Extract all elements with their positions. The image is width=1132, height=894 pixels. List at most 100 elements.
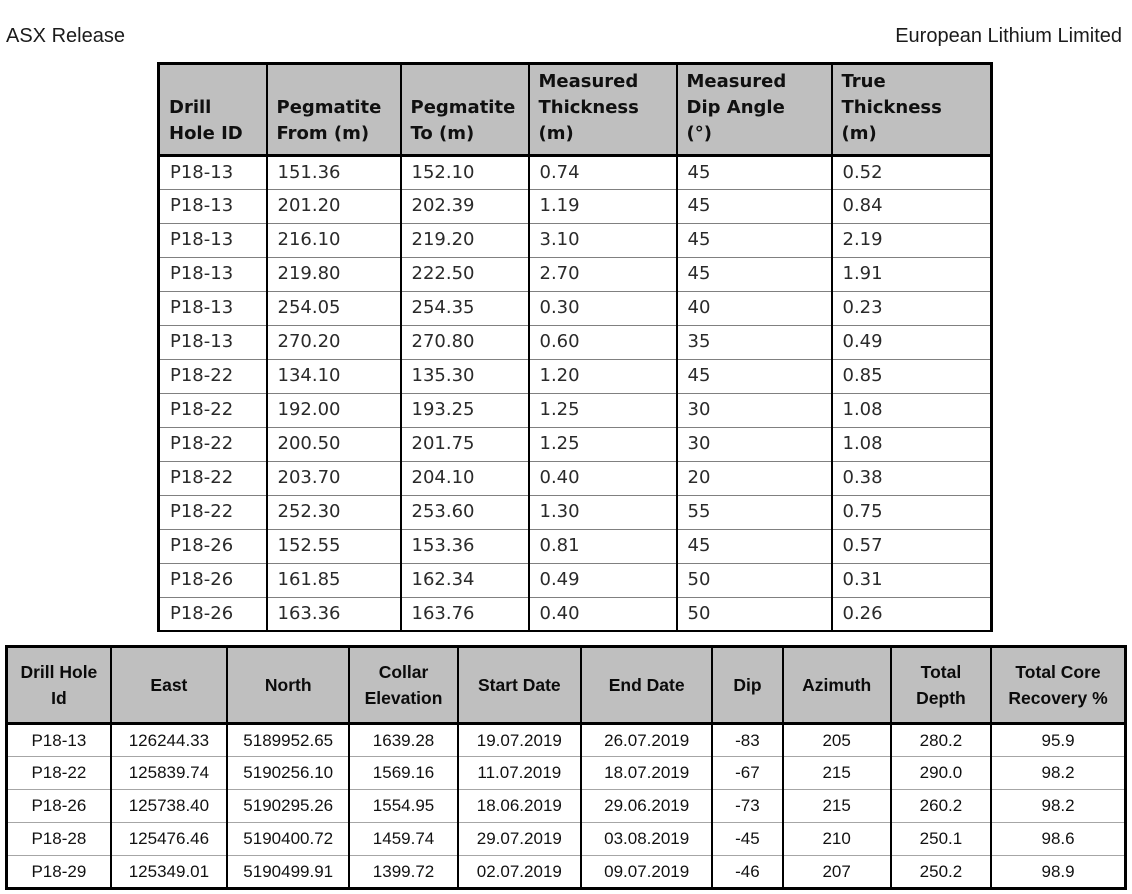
table-cell: P18-13 xyxy=(157,155,268,190)
table-row: P18-13 201.20 202.39 1.19 45 0.84 xyxy=(157,189,993,224)
table-cell: 201.75 xyxy=(399,427,530,462)
table-cell: 290.0 xyxy=(889,756,993,790)
table-cell: 0.23 xyxy=(830,291,993,326)
table-cell: 254.35 xyxy=(399,291,530,326)
table-cell: P18-22 xyxy=(157,461,268,496)
header-row: Drill Hole ID Pegmatite From (m) Pegmatite… xyxy=(157,63,993,158)
table-cell: 152.55 xyxy=(265,529,402,564)
table-cell: 09.07.2019 xyxy=(579,855,714,889)
table-cell: 250.1 xyxy=(889,822,993,856)
table-row: P18-22 252.30 253.60 1.30 55 0.75 xyxy=(157,495,993,530)
table-cell: 2.19 xyxy=(830,223,993,258)
table-row: P18-26 152.55 153.36 0.81 45 0.57 xyxy=(157,529,993,564)
table-cell: P18-29 xyxy=(5,855,112,889)
table-row: P18-28 125476.46 5190400.72 1459.74 29.07.20… xyxy=(5,822,1127,856)
table-cell: 5189952.65 xyxy=(226,723,351,757)
column-header: Drill Hole Id xyxy=(5,646,112,725)
table-cell: -45 xyxy=(711,822,784,856)
table-cell: P18-26 xyxy=(157,597,268,632)
table-cell: 125476.46 xyxy=(109,822,229,856)
table-cell: 5190295.26 xyxy=(226,789,351,823)
header-row: Drill Hole Id East North Collar Elevation St… xyxy=(5,646,1127,725)
table-cell: 1.25 xyxy=(527,427,678,462)
table-cell: 0.49 xyxy=(527,563,678,598)
table-cell: P18-26 xyxy=(5,789,112,823)
table-cell: P18-13 xyxy=(157,325,268,360)
column-header: Measured Dip Angle (°) xyxy=(675,63,833,158)
table-cell: 134.10 xyxy=(265,359,402,394)
table-cell: 0.52 xyxy=(830,155,993,190)
column-header: Start Date xyxy=(456,646,582,725)
table-cell: 270.20 xyxy=(265,325,402,360)
table-cell: 162.34 xyxy=(399,563,530,598)
table-row: P18-13 254.05 254.35 0.30 40 0.23 xyxy=(157,291,993,326)
table-cell: 0.57 xyxy=(830,529,993,564)
column-header: Azimuth xyxy=(781,646,892,725)
table-cell: 253.60 xyxy=(399,495,530,530)
pegmatite-intercepts-table: Drill Hole ID Pegmatite From (m) Pegmatite… xyxy=(157,62,993,632)
table-cell: 0.38 xyxy=(830,461,993,496)
table-cell: 0.84 xyxy=(830,189,993,224)
table-row: P18-22 192.00 193.25 1.25 30 1.08 xyxy=(157,393,993,428)
table-cell: 252.30 xyxy=(265,495,402,530)
table-cell: 0.26 xyxy=(830,597,993,632)
table-cell: P18-13 xyxy=(157,291,268,326)
column-header: Collar Elevation xyxy=(348,646,459,725)
table-cell: 1.91 xyxy=(830,257,993,292)
table-cell: 45 xyxy=(675,529,833,564)
table-row: P18-26 161.85 162.34 0.49 50 0.31 xyxy=(157,563,993,598)
table-cell: -83 xyxy=(711,723,784,757)
company-name-label: European Lithium Limited xyxy=(895,25,1122,47)
table-cell: 95.9 xyxy=(990,723,1127,757)
table-cell: 125349.01 xyxy=(109,855,229,889)
table-cell: 215 xyxy=(781,789,892,823)
table-cell: 45 xyxy=(675,257,833,292)
table-cell: 161.85 xyxy=(265,563,402,598)
table-cell: 98.2 xyxy=(990,756,1127,790)
table-cell: 45 xyxy=(675,223,833,258)
table-cell: 5190499.91 xyxy=(226,855,351,889)
table-cell: 19.07.2019 xyxy=(456,723,582,757)
table-cell: P18-13 xyxy=(157,257,268,292)
table-cell: 151.36 xyxy=(265,155,402,190)
table-cell: 270.80 xyxy=(399,325,530,360)
table-cell: 1.20 xyxy=(527,359,678,394)
table-cell: 210 xyxy=(781,822,892,856)
table-cell: 45 xyxy=(675,359,833,394)
page-header: ASX Release European Lithium Limited xyxy=(6,25,1122,48)
table-row: P18-13 219.80 222.50 2.70 45 1.91 xyxy=(157,257,993,292)
table-cell: -46 xyxy=(711,855,784,889)
column-header: Total Depth xyxy=(889,646,993,725)
table-cell: 260.2 xyxy=(889,789,993,823)
table-cell: 135.30 xyxy=(399,359,530,394)
table-cell: P18-28 xyxy=(5,822,112,856)
table-cell: 0.85 xyxy=(830,359,993,394)
table-cell: 126244.33 xyxy=(109,723,229,757)
table-cell: P18-22 xyxy=(157,427,268,462)
table-cell: 02.07.2019 xyxy=(456,855,582,889)
table-cell: 216.10 xyxy=(265,223,402,258)
table-cell: P18-22 xyxy=(157,495,268,530)
table-cell: 20 xyxy=(675,461,833,496)
table-cell: 153.36 xyxy=(399,529,530,564)
table-cell: 219.80 xyxy=(265,257,402,292)
table-cell: 1639.28 xyxy=(348,723,459,757)
column-header: Measured Thickness (m) xyxy=(527,63,678,158)
table-cell: 30 xyxy=(675,393,833,428)
table-row: P18-13 270.20 270.80 0.60 35 0.49 xyxy=(157,325,993,360)
table-cell: 202.39 xyxy=(399,189,530,224)
table-cell: 55 xyxy=(675,495,833,530)
table-cell: 30 xyxy=(675,427,833,462)
column-header: Dip xyxy=(711,646,784,725)
table-cell: 50 xyxy=(675,597,833,632)
table-cell: 5190256.10 xyxy=(226,756,351,790)
table-cell: 1399.72 xyxy=(348,855,459,889)
table-cell: 0.30 xyxy=(527,291,678,326)
table-cell: 29.07.2019 xyxy=(456,822,582,856)
table-cell: 1.25 xyxy=(527,393,678,428)
table-cell: 125839.74 xyxy=(109,756,229,790)
table-cell: 203.70 xyxy=(265,461,402,496)
column-header: True Thickness (m) xyxy=(830,63,993,158)
table-cell: 0.49 xyxy=(830,325,993,360)
column-header: North xyxy=(226,646,351,725)
